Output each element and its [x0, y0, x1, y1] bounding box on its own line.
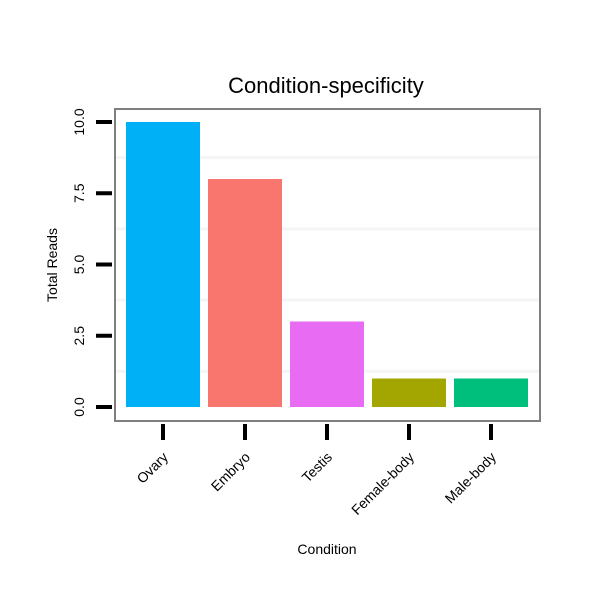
bar-embryo [208, 179, 282, 407]
y-tick-label: 2.5 [71, 326, 87, 346]
x-axis-title: Condition [297, 541, 356, 557]
x-tick-label: Female-body [348, 449, 417, 518]
x-axis-ticks: Ovary Embryo Testis Female-body Male-body [133, 424, 499, 518]
y-axis-ticks: 0.0 2.5 5.0 7.5 10.0 [71, 108, 112, 417]
y-tick-label: 0.0 [71, 397, 87, 417]
chart-title: Condition-specificity [228, 73, 424, 98]
bar-male-body [454, 378, 528, 407]
x-tick-label: Male-body [442, 449, 500, 507]
x-tick-label: Embryo [208, 449, 254, 495]
bar-female-body [372, 378, 446, 407]
y-tick-label: 10.0 [71, 108, 87, 135]
bar-ovary [126, 122, 200, 407]
y-tick-label: 5.0 [71, 255, 87, 275]
y-tick-label: 7.5 [71, 183, 87, 203]
plot-panel-border [114, 108, 541, 422]
bar-testis [290, 321, 364, 407]
y-axis-title: Total Reads [44, 228, 60, 302]
x-tick-label: Ovary [133, 449, 171, 487]
x-tick-label: Testis [298, 449, 335, 486]
bars [126, 122, 528, 407]
